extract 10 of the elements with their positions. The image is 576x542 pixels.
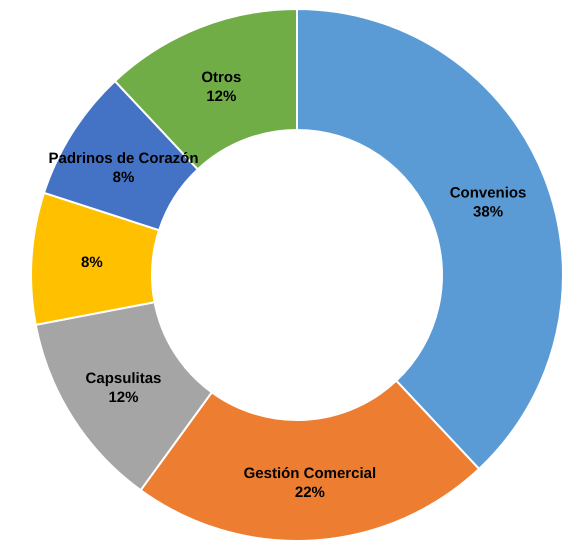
slice-label: Convenios xyxy=(450,184,526,202)
data-label: 22% xyxy=(294,484,325,502)
data-label: 8% xyxy=(112,168,134,186)
slice-label: Capsulitas xyxy=(86,370,162,388)
data-label: 12% xyxy=(108,389,139,406)
slice-label: Otros xyxy=(201,68,242,86)
slice-label: Gestión Comercial xyxy=(244,465,376,482)
data-label: 38% xyxy=(473,203,504,220)
data-label: 8% xyxy=(81,254,103,272)
data-label: 12% xyxy=(206,88,236,105)
